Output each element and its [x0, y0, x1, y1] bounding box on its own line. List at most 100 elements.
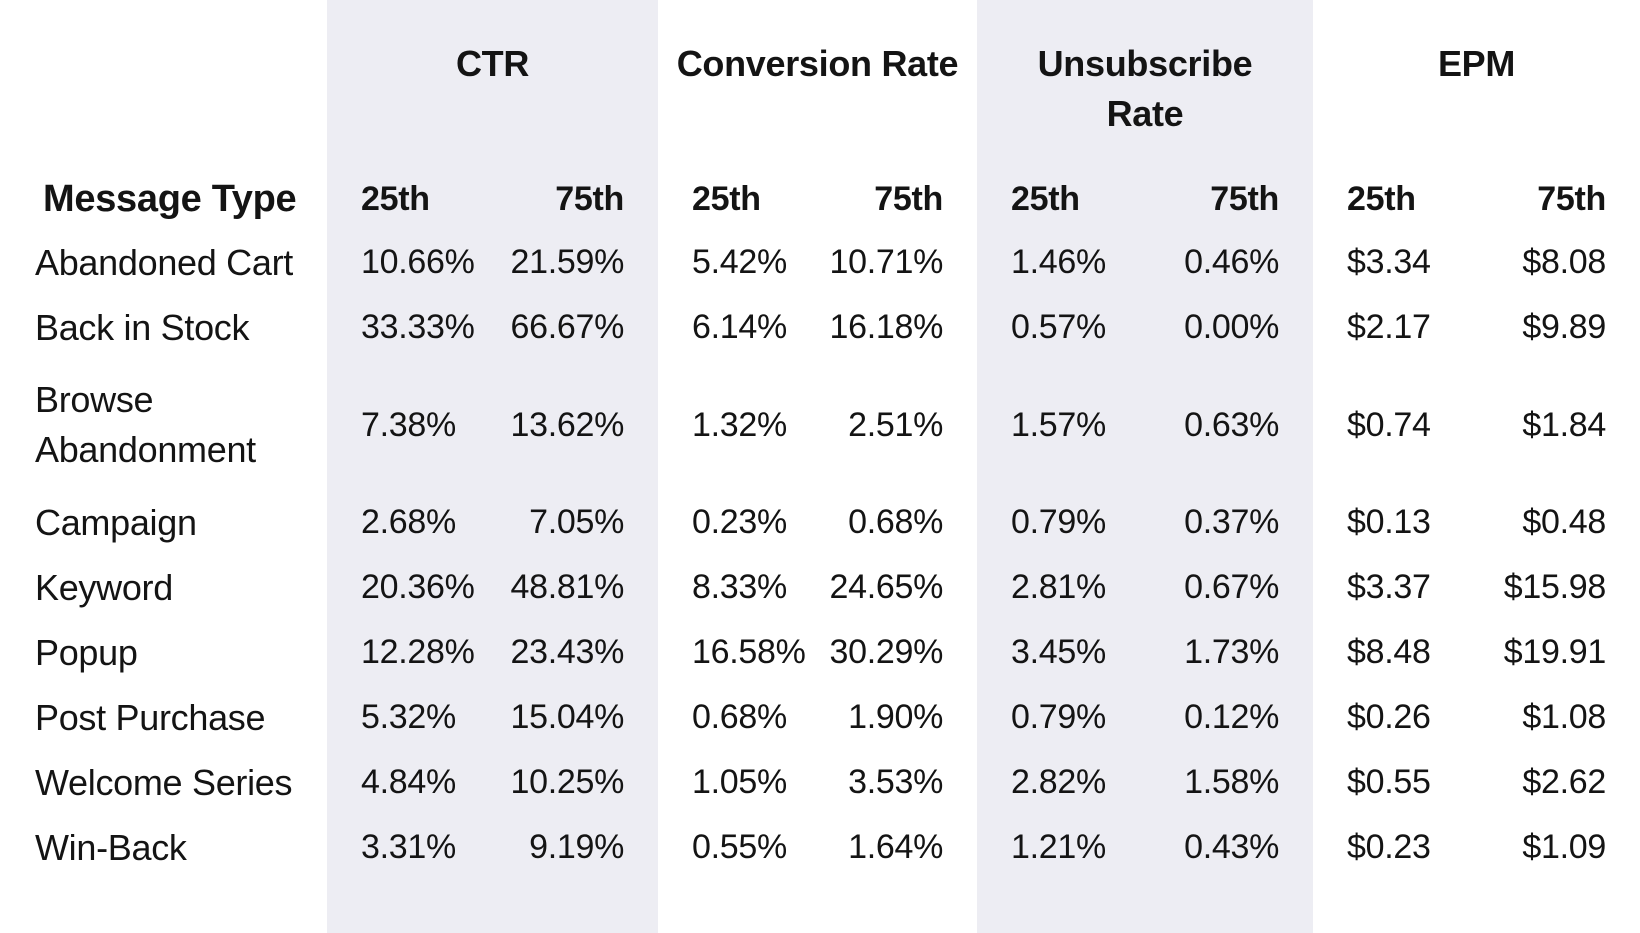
cell-epm-25th: $8.48: [1347, 633, 1431, 671]
cell-conversion-25th: 16.58%: [692, 633, 806, 671]
row-label: Popup: [35, 631, 138, 673]
cell-ctr-75th: 7.05%: [529, 503, 624, 541]
cell-conversion-75th: 0.68%: [848, 503, 943, 541]
col-header-unsubscribe-25th: 25th: [1011, 180, 1080, 218]
cell-conversion-25th: 5.42%: [692, 243, 787, 281]
table-grid: CTR Conversion Rate Unsubscribe Rate EPM…: [0, 0, 1640, 868]
cell-ctr-25th: 7.38%: [361, 405, 456, 444]
cell-ctr-75th: 48.81%: [510, 568, 624, 606]
ctr-column-band: [327, 0, 658, 933]
cell-epm-75th: $19.91: [1503, 633, 1607, 671]
cell-ctr-75th: 23.43%: [510, 633, 624, 671]
cell-unsubscribe-25th: 2.82%: [1011, 763, 1106, 801]
cell-conversion-75th: 24.65%: [829, 568, 943, 606]
cell-epm-25th: $0.13: [1347, 503, 1431, 541]
cell-unsubscribe-75th: 0.00%: [1184, 308, 1279, 346]
cell-conversion-75th: 30.29%: [829, 633, 943, 671]
cell-unsubscribe-25th: 0.57%: [1011, 308, 1106, 346]
col-header-conversion-75th: 75th: [874, 180, 943, 218]
unsubscribe-column-band: [977, 0, 1313, 933]
cell-epm-75th: $9.89: [1522, 308, 1606, 346]
cell-conversion-25th: 1.05%: [692, 763, 787, 801]
cell-epm-25th: $3.37: [1347, 568, 1431, 606]
cell-epm-25th: $2.17: [1347, 308, 1431, 346]
cell-unsubscribe-75th: 1.73%: [1184, 633, 1279, 671]
cell-epm-75th: $8.08: [1522, 243, 1606, 281]
cell-epm-75th: $2.62: [1522, 763, 1606, 801]
cell-unsubscribe-25th: 1.46%: [1011, 243, 1106, 281]
cell-ctr-25th: 12.28%: [361, 633, 475, 671]
cell-epm-75th: $15.98: [1503, 568, 1607, 606]
cell-ctr-75th: 10.25%: [510, 763, 624, 801]
corner-spacer: [0, 0, 327, 135]
cell-conversion-25th: 0.55%: [692, 828, 787, 866]
cell-ctr-75th: 66.67%: [510, 308, 624, 346]
cell-epm-25th: $3.34: [1347, 243, 1431, 281]
row-header-message-type: Message Type: [43, 178, 297, 220]
cell-unsubscribe-25th: 3.45%: [1011, 633, 1106, 671]
cell-epm-75th: $1.09: [1522, 828, 1606, 866]
col-header-epm-75th: 75th: [1537, 180, 1606, 218]
cell-unsubscribe-25th: 1.21%: [1011, 828, 1106, 866]
column-group-epm: EPM: [1313, 0, 1640, 135]
col-header-epm-25th: 25th: [1347, 180, 1416, 218]
cell-ctr-25th: 2.68%: [361, 503, 456, 541]
row-label: Post Purchase: [35, 696, 266, 738]
column-group-unsubscribe-rate: Unsubscribe Rate: [977, 0, 1313, 135]
cell-ctr-25th: 10.66%: [361, 243, 475, 281]
cell-epm-25th: $0.74: [1347, 405, 1431, 444]
cell-conversion-75th: 1.90%: [848, 698, 943, 736]
cell-unsubscribe-75th: 1.58%: [1184, 763, 1279, 801]
cell-conversion-75th: 16.18%: [829, 308, 943, 346]
cell-ctr-25th: 33.33%: [361, 308, 475, 346]
cell-ctr-25th: 5.32%: [361, 698, 456, 736]
cell-conversion-75th: 10.71%: [829, 243, 943, 281]
cell-ctr-75th: 15.04%: [510, 698, 624, 736]
cell-ctr-25th: 3.31%: [361, 828, 456, 866]
col-header-unsubscribe-75th: 75th: [1210, 180, 1279, 218]
row-label: Win-Back: [35, 826, 187, 868]
cell-epm-25th: $0.55: [1347, 763, 1431, 801]
column-group-conversion-rate: Conversion Rate: [658, 0, 977, 135]
cell-unsubscribe-75th: 0.46%: [1184, 243, 1279, 281]
row-label: Back in Stock: [35, 306, 250, 348]
column-group-label: EPM: [1437, 43, 1516, 84]
cell-unsubscribe-75th: 0.67%: [1184, 568, 1279, 606]
cell-epm-75th: $1.08: [1522, 698, 1606, 736]
cell-unsubscribe-25th: 2.81%: [1011, 568, 1106, 606]
cell-epm-75th: $0.48: [1522, 503, 1606, 541]
column-group-label: CTR: [455, 43, 530, 84]
row-label: Campaign: [35, 501, 197, 543]
col-header-ctr-75th: 75th: [555, 180, 624, 218]
cell-conversion-25th: 6.14%: [692, 308, 787, 346]
cell-unsubscribe-25th: 0.79%: [1011, 698, 1106, 736]
cell-ctr-75th: 9.19%: [529, 828, 624, 866]
cell-conversion-25th: 1.32%: [692, 405, 787, 444]
column-group-ctr: CTR: [327, 0, 658, 135]
cell-ctr-75th: 21.59%: [510, 243, 624, 281]
cell-unsubscribe-75th: 0.43%: [1184, 828, 1279, 866]
cell-ctr-75th: 13.62%: [510, 405, 624, 444]
cell-unsubscribe-75th: 0.12%: [1184, 698, 1279, 736]
row-label: Browse Abandonment: [35, 379, 256, 470]
cell-epm-75th: $1.84: [1522, 405, 1606, 444]
cell-ctr-25th: 20.36%: [361, 568, 475, 606]
cell-ctr-25th: 4.84%: [361, 763, 456, 801]
cell-conversion-25th: 0.68%: [692, 698, 787, 736]
row-label: Welcome Series: [35, 761, 293, 803]
cell-conversion-75th: 3.53%: [848, 763, 943, 801]
cell-unsubscribe-25th: 0.79%: [1011, 503, 1106, 541]
cell-conversion-75th: 1.64%: [848, 828, 943, 866]
cell-unsubscribe-75th: 0.37%: [1184, 503, 1279, 541]
cell-unsubscribe-25th: 1.57%: [1011, 405, 1106, 444]
cell-epm-25th: $0.26: [1347, 698, 1431, 736]
cell-conversion-25th: 8.33%: [692, 568, 787, 606]
cell-conversion-25th: 0.23%: [692, 503, 787, 541]
row-label: Abandoned Cart: [35, 241, 293, 283]
cell-epm-25th: $0.23: [1347, 828, 1431, 866]
row-label: Keyword: [35, 566, 173, 608]
col-header-conversion-25th: 25th: [692, 180, 761, 218]
column-group-label: Unsubscribe Rate: [1037, 43, 1253, 134]
column-group-label: Conversion Rate: [676, 43, 959, 84]
